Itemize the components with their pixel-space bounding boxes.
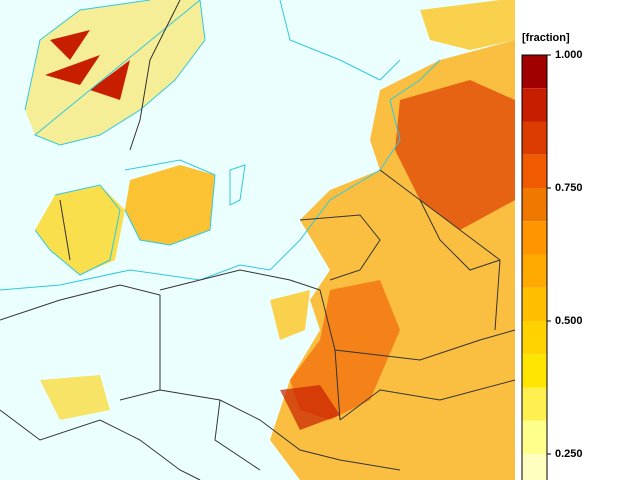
field-sweden-south [125,165,215,245]
colorbar-band [522,88,547,122]
colorbar-band [522,287,547,321]
field-west [40,375,110,420]
colorbar-frame [521,54,548,480]
field-baltic-states [395,80,515,230]
colorbar-band [522,55,547,89]
field-finland [420,0,515,50]
colorbar-band [522,121,547,155]
colorbar-band [522,254,547,288]
colorbar-band [522,420,547,454]
country-border [0,0,516,480]
coastline [0,0,441,291]
colorbar-band [522,221,547,255]
colorbar-band [522,354,547,388]
field-hotspot [280,385,340,430]
field-spot [270,290,310,340]
field-denmark [35,185,125,275]
field-norway-peaks [45,30,130,100]
map [0,0,516,480]
legend-title: [fraction] [522,32,570,44]
colorbar-band [522,154,547,188]
colorbar-band [522,387,547,421]
colorbar-band [522,188,547,222]
colorbar-tick-label: 0.250 [555,448,583,460]
colorbar-tick-label: 1.000 [555,49,583,61]
field-poland-east [290,280,400,420]
colorbar-tick-label: 0.500 [555,315,583,327]
colorbar-band [522,454,547,480]
colorbar-band [522,321,547,355]
colorbar-tick-label: 0.750 [555,182,583,194]
